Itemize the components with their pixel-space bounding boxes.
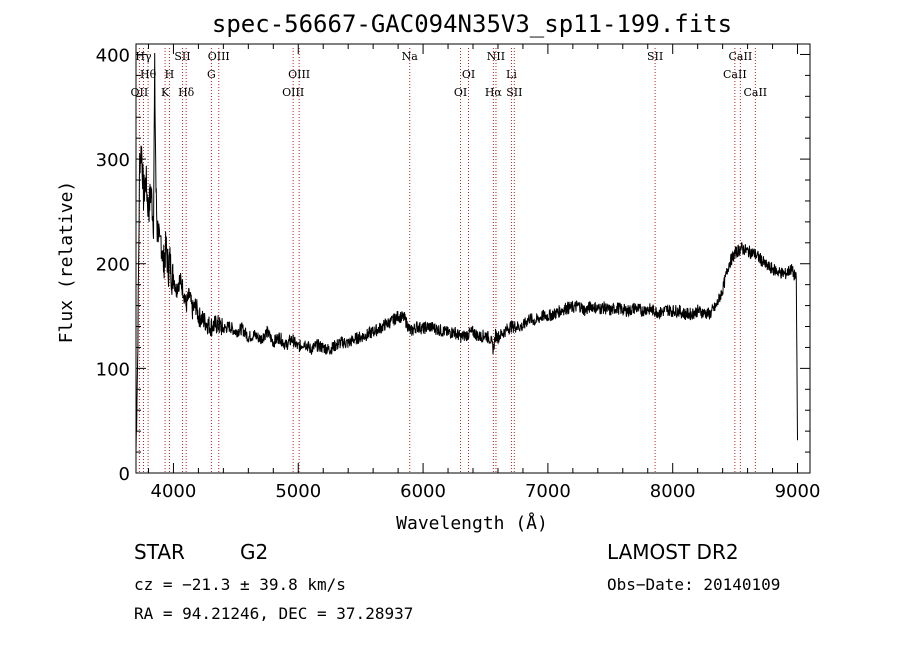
survey-name: LAMOST DR2 xyxy=(607,540,739,564)
plot-axes: 4000 5000 6000 7000 8000 9000 0 100 200 300 400 xyxy=(96,43,821,502)
spectral-line-label: OII xyxy=(131,86,149,99)
chart-title: spec-56667-GAC094N35V3_sp11-199.fits xyxy=(212,10,732,38)
spectral-line-label: SII xyxy=(506,86,522,99)
y-tick-label: 400 xyxy=(96,45,130,66)
x-tick-label: 7000 xyxy=(525,481,571,502)
spectral-line-label: Hγ xyxy=(135,50,152,63)
y-tick-label: 300 xyxy=(96,150,130,171)
coordinates: RA = 94.21246, DEC = 37.28937 xyxy=(134,604,414,623)
spectral-line-label: Hθ xyxy=(140,68,157,81)
spectral-line-label: G xyxy=(207,68,216,81)
spectral-line-label: CaII xyxy=(743,86,767,99)
observation-date: Obs−Date: 20140109 xyxy=(607,575,781,594)
spectral-line-label: Li xyxy=(506,68,517,81)
y-axis-label: Flux (relative) xyxy=(56,181,77,344)
spectral-line-label: SII xyxy=(647,50,663,63)
x-tick-label: 8000 xyxy=(650,481,696,502)
object-subclass: G2 xyxy=(240,540,269,564)
spectral-line-label: Hα xyxy=(485,86,503,99)
spectral-line-label: Na xyxy=(402,50,419,63)
plot-frame xyxy=(135,43,811,474)
spectral-line-label: NII xyxy=(487,50,505,63)
object-class: STAR xyxy=(134,540,185,564)
spectral-line-label: OIII xyxy=(282,86,304,99)
spectral-line-label: Hδ xyxy=(178,86,195,99)
spectral-line-label: K xyxy=(161,86,170,99)
y-tick-label: 200 xyxy=(96,255,130,276)
spectral-line-label: SII xyxy=(174,50,190,63)
redshift-value: cz = −21.3 ± 39.8 km/s xyxy=(134,575,346,594)
spectral-line-label: OIII xyxy=(208,50,230,63)
x-tick-label: 6000 xyxy=(400,481,446,502)
spectral-line-label: CaII xyxy=(723,68,747,81)
y-tick-label: 100 xyxy=(96,359,130,380)
y-tick-label: 0 xyxy=(119,464,130,485)
spectral-line-label: CaII xyxy=(729,50,753,63)
spectral-line-label: OIII xyxy=(288,68,310,81)
spectral-line-label: OI xyxy=(462,68,475,81)
x-tick-label: 4000 xyxy=(151,481,197,502)
spectral-line-label: H xyxy=(165,68,175,81)
x-axis-label: Wavelength (Å) xyxy=(396,512,548,534)
spectral-line-labels: Hγ Hθ OII HK SII Hδ OIII G OIII OIII Na OI OI NII HαLi… xyxy=(131,50,768,99)
x-tick-label: 9000 xyxy=(775,481,821,502)
spectrum-line xyxy=(135,52,798,453)
spectral-line-markers xyxy=(138,48,756,473)
spectral-line-label: OI xyxy=(454,86,467,99)
x-tick-label: 5000 xyxy=(275,481,321,502)
